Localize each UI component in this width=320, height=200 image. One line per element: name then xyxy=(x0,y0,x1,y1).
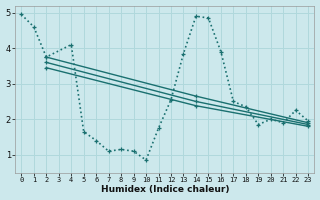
X-axis label: Humidex (Indice chaleur): Humidex (Indice chaleur) xyxy=(100,185,229,194)
